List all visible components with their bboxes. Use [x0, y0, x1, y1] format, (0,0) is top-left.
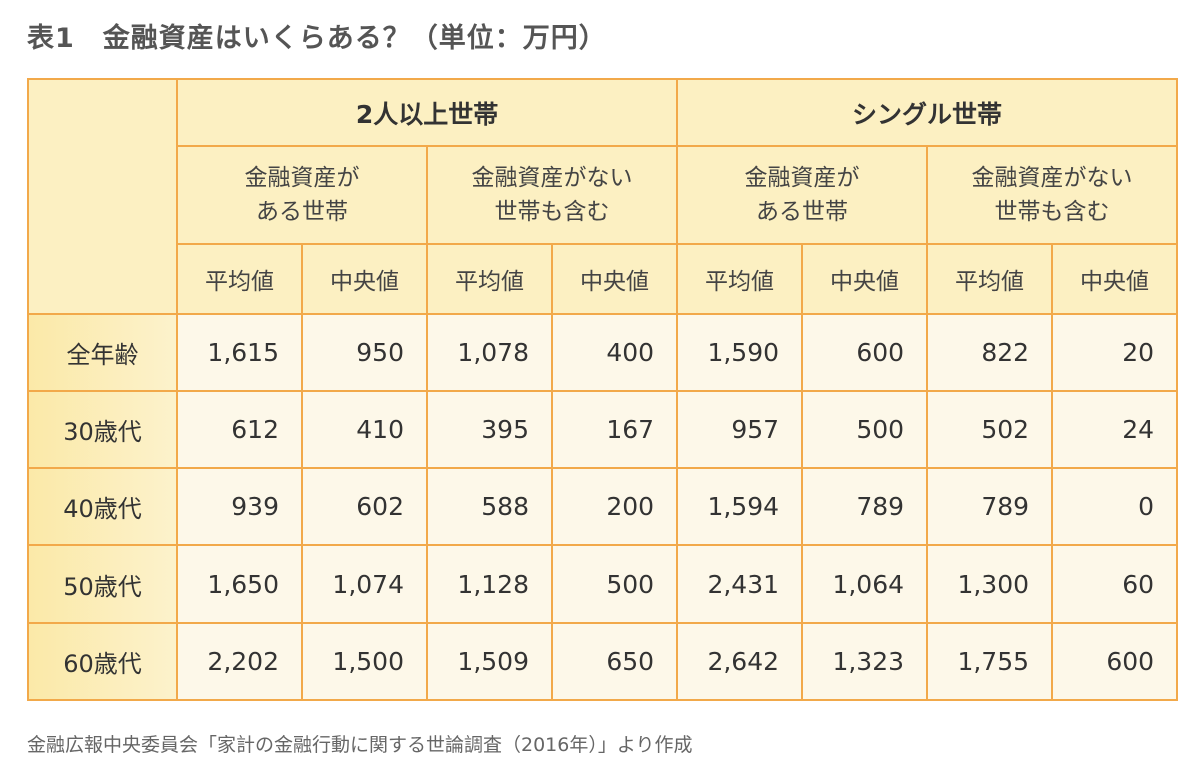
corner-cell — [27, 78, 178, 315]
subgroup-header: 金融資産が ある世帯 — [176, 145, 428, 245]
value-cell: 20 — [1051, 313, 1179, 392]
value-cell: 502 — [926, 390, 1054, 469]
stat-header: 中央値 — [1051, 243, 1179, 315]
row-label: 30歳代 — [27, 390, 178, 469]
value-cell: 1,650 — [176, 544, 303, 624]
value-cell: 24 — [1051, 390, 1179, 469]
value-cell: 2,202 — [176, 622, 303, 701]
value-cell: 789 — [801, 467, 929, 546]
row-label: 50歳代 — [27, 544, 178, 624]
value-cell: 1,074 — [301, 544, 428, 624]
value-cell: 2,431 — [676, 544, 804, 624]
value-cell: 1,300 — [926, 544, 1054, 624]
value-cell: 60 — [1051, 544, 1179, 624]
value-cell: 600 — [801, 313, 929, 392]
stat-header: 中央値 — [801, 243, 929, 315]
value-cell: 612 — [176, 390, 303, 469]
value-cell: 500 — [801, 390, 929, 469]
value-cell: 167 — [550, 390, 679, 469]
value-cell: 1,323 — [801, 622, 929, 701]
table-body: 全年齢 1,615 950 1,078 400 1,590 600 822 20 30歳代 612 4… — [27, 313, 1179, 701]
value-cell: 588 — [426, 467, 553, 546]
stat-header: 平均値 — [176, 243, 303, 315]
source-note: 金融広報中央委員会「家計の金融行動に関する世論調査（2016年）」より作成 — [27, 734, 693, 756]
value-cell: 957 — [676, 390, 804, 469]
value-cell: 1,509 — [426, 622, 553, 701]
value-cell: 1,615 — [176, 313, 303, 392]
row-label: 全年齢 — [27, 313, 178, 392]
subgroup-header-row: 金融資産が ある世帯 金融資産がない 世帯も含む 金融資産が ある世帯 金融資産がない… — [28, 145, 1179, 245]
subgroup-header: 金融資産がない 世帯も含む — [926, 145, 1179, 245]
value-cell: 1,500 — [301, 622, 428, 701]
subgroup-header: 金融資産が ある世帯 — [676, 145, 929, 245]
table-title: 表1 金融資産はいくらある？（単位：万円） — [27, 23, 607, 54]
stat-header: 中央値 — [301, 243, 428, 315]
group-header: シングル世帯 — [676, 78, 1179, 147]
value-cell: 2,642 — [676, 622, 804, 701]
value-cell: 1,755 — [926, 622, 1054, 701]
value-cell: 822 — [926, 313, 1054, 392]
value-cell: 0 — [1051, 467, 1179, 546]
value-cell: 789 — [926, 467, 1054, 546]
group-header: 2人以上世帯 — [175, 78, 679, 147]
value-cell: 395 — [426, 390, 553, 469]
stat-header: 平均値 — [676, 243, 804, 315]
value-cell: 950 — [301, 313, 428, 392]
subgroup-header: 金融資産がない 世帯も含む — [425, 145, 679, 245]
stat-header-row: 平均値 中央値 平均値 中央値 平均値 中央値 平均値 中央値 — [28, 243, 1179, 315]
stat-header: 平均値 — [926, 243, 1054, 315]
table-row: 40歳代 939 602 588 200 1,594 789 789 0 — [27, 467, 1179, 546]
value-cell: 600 — [1051, 622, 1179, 701]
stat-header: 平均値 — [426, 243, 553, 315]
table-row: 50歳代 1,650 1,074 1,128 500 2,431 1,064 1,300 60 — [27, 544, 1179, 624]
value-cell: 200 — [550, 467, 679, 546]
value-cell: 602 — [301, 467, 428, 546]
table-row: 30歳代 612 410 395 167 957 500 502 24 — [27, 390, 1179, 469]
row-label: 40歳代 — [27, 467, 178, 546]
value-cell: 1,064 — [801, 544, 929, 624]
value-cell: 1,128 — [426, 544, 553, 624]
value-cell: 939 — [176, 467, 303, 546]
financial-assets-table: 2人以上世帯 シングル世帯 金融資産が ある世帯 金融資産がない 世帯も含む 金融資… — [27, 78, 1179, 701]
stat-header: 中央値 — [550, 243, 679, 315]
table-row: 60歳代 2,202 1,500 1,509 650 2,642 1,323 1,755 600 — [27, 622, 1179, 701]
value-cell: 400 — [550, 313, 679, 392]
value-cell: 650 — [550, 622, 679, 701]
value-cell: 1,590 — [676, 313, 804, 392]
value-cell: 1,078 — [426, 313, 553, 392]
value-cell: 1,594 — [676, 467, 804, 546]
value-cell: 410 — [301, 390, 428, 469]
value-cell: 500 — [550, 544, 679, 624]
table-row: 全年齢 1,615 950 1,078 400 1,590 600 822 20 — [27, 313, 1179, 392]
row-label: 60歳代 — [27, 622, 178, 701]
